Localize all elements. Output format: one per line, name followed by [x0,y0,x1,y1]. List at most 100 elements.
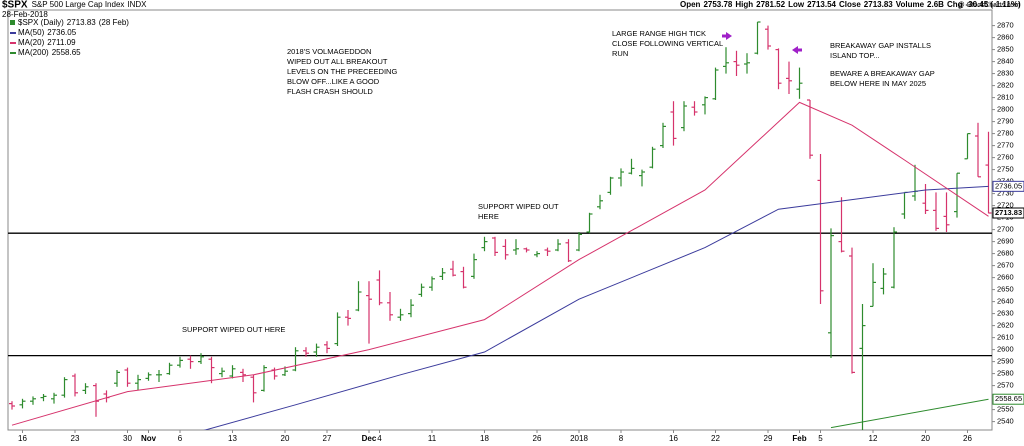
y-tick-label: 2730 [997,189,1014,198]
y-tick-label: 2690 [997,237,1014,246]
y-tick-label: 2770 [997,141,1014,150]
ohlc-bar [418,283,425,297]
ohlc-bar [891,227,897,289]
label: (28 Feb) [99,18,130,27]
annotation-text: CLOSE FOLLOWING VERTICAL [612,39,723,48]
ohlc-bar [628,158,635,175]
ohlc-bar [933,192,939,231]
ohlc-bar [313,343,320,357]
ohlc-bar [40,394,47,402]
y-tick-label: 2640 [997,297,1014,306]
ohlc-bar [922,184,929,214]
label: 2713.54 [807,0,836,9]
label: 2713.83 [864,0,893,9]
y-tick-label: 2660 [997,273,1014,282]
annotation-text: HERE [478,212,499,221]
ohlc-bar [975,122,981,178]
annotation-text: LARGE RANGE HIGH TICK [612,29,706,38]
ohlc-bar [765,25,771,50]
y-tick-label: 2600 [997,345,1014,354]
label: 2711.09 [47,38,76,47]
annotation-text: WIPED OUT ALL BREAKOUT [287,57,388,66]
value-box [992,207,1024,219]
annotation-text: BEWARE A BREAKAWAY GAP [830,69,935,78]
value-box [992,180,1024,192]
x-tick-label: 2018 [570,434,588,443]
ohlc-bar [187,355,194,369]
x-tick-label: Dec [362,434,377,443]
ohlc-bar [691,101,698,116]
x-tick-label: 22 [711,434,720,443]
ohlc-bar [492,236,498,256]
ohlc-bar [796,67,803,99]
x-tick-label: 20 [281,434,290,443]
annotation-text: BREAKAWAY GAP INSTALLS [830,41,931,50]
y-tick-label: 2860 [997,33,1014,42]
moving-average [11,101,989,426]
ohlc-bar [292,347,299,372]
moving-average [830,398,989,429]
watermark: @ StockCharts.com [958,2,1021,9]
x-tick-label: Feb [792,434,806,443]
x-tick-label: 18 [480,434,489,443]
x-tick-label: Nov [141,434,157,443]
ohlc-bar [597,194,603,210]
y-tick-label: 2750 [997,165,1014,174]
ohlc-bar [670,101,677,146]
y-tick-label: 2830 [997,69,1014,78]
ohlc-bar [576,232,582,252]
ohlc-bar [964,133,971,160]
y-tick-label: 2540 [997,417,1014,426]
label: S&P 500 Large Cap Index [32,0,125,9]
x-tick-label: 5 [818,434,823,443]
ohlc-bar [471,253,477,279]
value-box-label: 2713.83 [995,208,1022,217]
ohlc-bar [754,21,761,55]
ohlc-bar [565,239,572,262]
y-tick-label: 2780 [997,129,1014,138]
x-tick-label: 30 [123,434,132,443]
ohlc-bar [544,247,551,256]
label: 2736.05 [47,28,76,37]
label: MA(50) [18,28,45,37]
ohlc-bar [817,154,824,304]
label: $SPX (Daily) [18,18,64,27]
label: Low [788,0,805,9]
ohlc-bar [303,347,309,357]
ohlc-bar [744,53,750,74]
y-tick-label: 2840 [997,57,1014,66]
ohlc-bar [61,377,68,398]
ohlc-bar [145,372,152,381]
ohlc-bar [513,239,519,255]
ohlc-bar [523,247,530,253]
value-box [992,393,1024,405]
label: Volume [896,0,925,9]
ohlc-bar [9,401,15,410]
ohlc-bar [450,260,456,277]
ohlc-bar [723,47,729,74]
ohlc-bar [555,239,561,252]
ohlc-bar [198,353,204,364]
ohlc-bar [481,236,488,252]
ohlc-bar [387,292,393,321]
ohlc-bar [177,356,183,368]
x-tick-label: 27 [323,434,332,443]
ohlc-bar [702,96,708,115]
x-tick-label: 13 [228,434,237,443]
label: 2713.83 [67,18,96,27]
y-tick-label: 2630 [997,309,1014,318]
ohlc-bar [366,281,372,344]
ohlc-bar [943,192,950,232]
label: INDX [127,0,147,9]
annotation-text: 2018'S VOLMAGEDDON [287,47,371,56]
arrow-left [792,46,798,54]
label: MA(20) [18,38,45,47]
x-tick-label: 23 [71,434,80,443]
ohlc-bar [93,383,99,417]
annotation-text: BLOW OFF...LIKE A GOOD [287,77,380,86]
value-box-label: 2736.05 [995,181,1022,190]
ohlc-bar [880,268,887,295]
label: 2.6B [927,0,944,9]
